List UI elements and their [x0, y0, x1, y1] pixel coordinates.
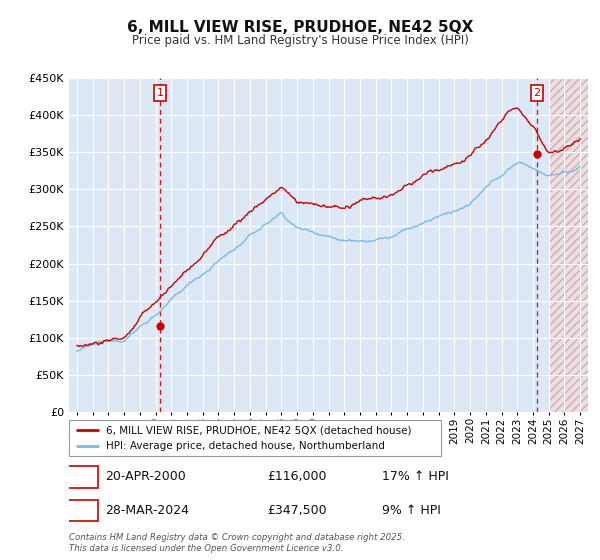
Bar	[548, 78, 588, 412]
Text: 2: 2	[77, 504, 85, 517]
Text: Contains HM Land Registry data © Crown copyright and database right 2025.
This d: Contains HM Land Registry data © Crown c…	[69, 533, 405, 553]
Text: Price paid vs. HM Land Registry's House Price Index (HPI): Price paid vs. HM Land Registry's House …	[131, 34, 469, 46]
FancyBboxPatch shape	[69, 420, 441, 456]
Text: 28-MAR-2024: 28-MAR-2024	[106, 504, 190, 517]
Text: 17% ↑ HPI: 17% ↑ HPI	[382, 470, 449, 483]
Text: 1: 1	[77, 470, 85, 483]
Text: 6, MILL VIEW RISE, PRUDHOE, NE42 5QX (detached house): 6, MILL VIEW RISE, PRUDHOE, NE42 5QX (de…	[106, 425, 412, 435]
Text: HPI: Average price, detached house, Northumberland: HPI: Average price, detached house, Nort…	[106, 441, 385, 451]
Text: 20-APR-2000: 20-APR-2000	[106, 470, 186, 483]
FancyBboxPatch shape	[64, 500, 98, 521]
Bar	[548, 78, 588, 412]
Text: £347,500: £347,500	[268, 504, 327, 517]
Text: 1: 1	[157, 88, 164, 98]
Text: 2: 2	[533, 88, 541, 98]
Text: 9% ↑ HPI: 9% ↑ HPI	[382, 504, 441, 517]
Text: £116,000: £116,000	[268, 470, 327, 483]
Text: 6, MILL VIEW RISE, PRUDHOE, NE42 5QX: 6, MILL VIEW RISE, PRUDHOE, NE42 5QX	[127, 20, 473, 35]
FancyBboxPatch shape	[64, 466, 98, 488]
